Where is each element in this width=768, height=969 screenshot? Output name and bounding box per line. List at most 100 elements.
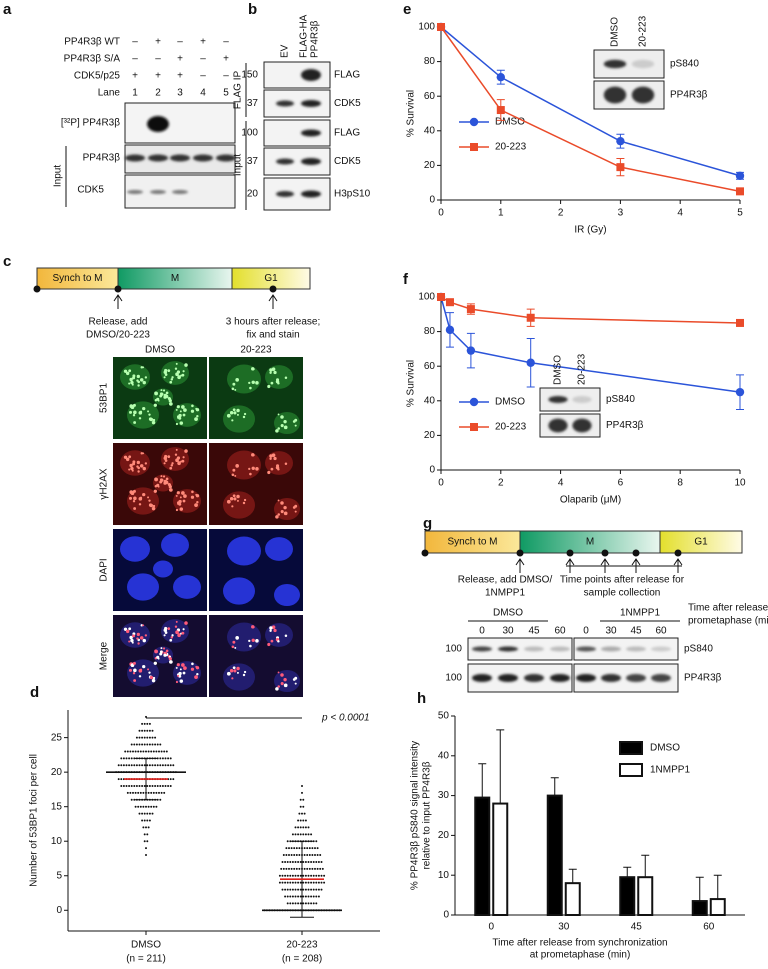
note: DMSO/20-223 <box>86 330 150 341</box>
panel-letter: c <box>3 253 11 270</box>
focus <box>280 673 284 677</box>
legend-label: 20-223 <box>495 422 527 433</box>
blot-label: CDK5 <box>77 185 104 196</box>
sign: + <box>223 54 229 65</box>
focus <box>294 510 297 513</box>
blot <box>124 102 236 144</box>
bar <box>619 876 636 917</box>
focus <box>154 649 158 653</box>
focus <box>182 628 185 631</box>
focus <box>191 490 194 494</box>
band <box>472 646 492 652</box>
focus <box>195 494 200 498</box>
band <box>301 100 321 107</box>
focus <box>123 369 128 373</box>
focus <box>242 673 246 677</box>
x-tick-label: 8 <box>677 478 683 489</box>
focus <box>190 409 195 413</box>
blot <box>467 637 573 661</box>
y-tick-label: 0 <box>429 195 435 206</box>
dot-row <box>143 833 149 836</box>
nucleus <box>227 450 261 480</box>
lane-label: 30 <box>605 626 617 637</box>
dot-row <box>298 812 306 815</box>
focus <box>269 457 272 461</box>
dot-row <box>138 812 154 815</box>
error-bar <box>623 866 632 878</box>
focus <box>283 683 288 688</box>
focus <box>235 464 239 468</box>
y-axis-label: % PP4R3β pS840 signal intensity <box>410 741 421 890</box>
marker <box>736 318 744 327</box>
focus <box>139 464 144 468</box>
focus <box>236 494 240 499</box>
arrow <box>113 294 123 309</box>
note: sample collection <box>584 588 661 599</box>
focus <box>152 504 156 508</box>
dot-row <box>299 798 305 801</box>
focus <box>175 422 179 426</box>
focus <box>170 636 174 639</box>
focus <box>232 408 236 412</box>
focus <box>160 647 163 650</box>
lane-label: 0 <box>479 626 485 637</box>
dot-row <box>281 860 323 863</box>
panel-letter: f <box>403 271 409 288</box>
focus <box>273 456 277 461</box>
focus <box>177 633 181 636</box>
blot-label: H3pS10 <box>334 189 371 200</box>
focus <box>234 388 237 391</box>
marker <box>526 358 535 367</box>
band <box>576 674 596 682</box>
bar <box>564 882 581 916</box>
focus <box>175 494 178 497</box>
panel-letter: d <box>30 684 39 701</box>
dot-row <box>297 819 307 822</box>
focus <box>177 416 180 419</box>
focus <box>175 630 179 635</box>
focus <box>175 372 179 377</box>
dot <box>421 549 429 557</box>
panel-letter: g <box>423 515 432 532</box>
marker <box>735 171 745 180</box>
focus <box>163 653 167 657</box>
focus <box>182 671 186 675</box>
focus <box>196 415 199 418</box>
focus <box>232 494 236 498</box>
focus <box>153 661 157 665</box>
focus <box>242 501 246 505</box>
dot-row <box>301 791 303 794</box>
focus <box>129 377 133 382</box>
focus <box>132 403 136 407</box>
sign: 2 <box>155 88 161 99</box>
y-axis-label: % Survival <box>406 90 417 137</box>
y-tick-label: 40 <box>424 125 436 136</box>
sign: + <box>155 37 161 48</box>
blot-label: PP4R3β <box>83 153 121 164</box>
note: fix and stain <box>246 330 299 341</box>
sign: – <box>155 54 161 65</box>
focus <box>269 629 272 633</box>
band <box>572 396 592 403</box>
bar <box>691 900 708 917</box>
nucleus <box>120 450 150 476</box>
inset-blot-label: PP4R3β <box>670 90 708 101</box>
blot-label: CDK5 <box>334 156 361 167</box>
focus <box>157 399 160 402</box>
focus <box>144 462 148 465</box>
nucleus <box>161 447 189 471</box>
focus <box>183 666 187 670</box>
focus <box>283 419 287 424</box>
arrow <box>515 558 525 573</box>
focus <box>181 663 185 667</box>
band <box>601 646 621 652</box>
focus <box>142 492 146 497</box>
focus <box>229 497 234 501</box>
focus <box>142 638 146 643</box>
lane-label: EV <box>280 44 291 58</box>
x-tick-label: 4 <box>677 208 683 219</box>
focus <box>283 505 287 510</box>
focus <box>232 382 236 386</box>
focus <box>164 631 168 635</box>
